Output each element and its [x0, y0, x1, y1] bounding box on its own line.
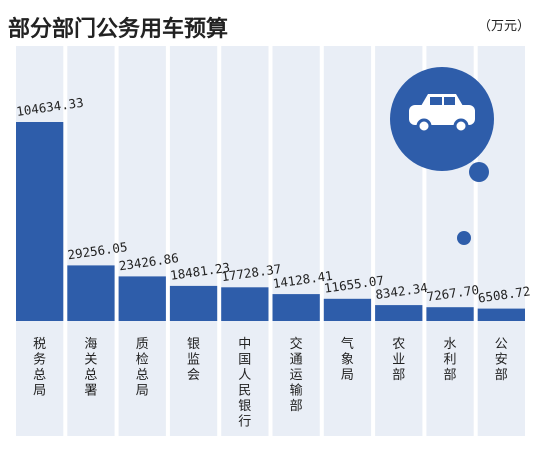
- category-label-char: 银: [187, 337, 200, 352]
- bars: [16, 122, 525, 321]
- category-label-char: 局: [136, 384, 149, 399]
- category-label-char: 总: [33, 368, 46, 383]
- bar: [272, 294, 320, 321]
- car-decoration: [390, 67, 494, 245]
- category-label-char: 总: [136, 368, 149, 383]
- category-label-char: 利: [443, 353, 456, 368]
- category-label-char: 关: [84, 353, 97, 368]
- category-label-char: 署: [84, 384, 97, 399]
- bar: [323, 298, 372, 321]
- category-label-char: 海: [84, 337, 97, 352]
- car-window: [430, 97, 442, 105]
- column-background: [221, 46, 269, 436]
- category-label-char: 行: [238, 415, 251, 430]
- column-background: [272, 46, 320, 436]
- category-label-char: 通: [290, 353, 303, 368]
- category-label-char: 公: [495, 337, 508, 352]
- value-label: 8342.34: [374, 280, 428, 302]
- car-window: [444, 97, 455, 105]
- bar: [221, 287, 269, 321]
- bar: [169, 285, 218, 321]
- unit-label: （万元）: [478, 19, 530, 34]
- column-backgrounds: [16, 46, 525, 436]
- category-label-char: 银: [238, 399, 251, 414]
- category-label-char: 农: [392, 337, 405, 352]
- category-label-char: 水: [443, 337, 456, 352]
- thought-bubble: [457, 231, 471, 245]
- category-label-char: 局: [341, 368, 354, 383]
- category-label-char: 中: [238, 337, 251, 352]
- category-label-char: 质: [136, 337, 149, 352]
- column-background: [118, 46, 166, 436]
- category-label-char: 安: [495, 353, 508, 368]
- bar: [118, 276, 166, 321]
- category-label-char: 税: [33, 337, 46, 352]
- category-label-char: 民: [238, 384, 251, 399]
- bar: [426, 307, 474, 321]
- value-label: 6508.72: [477, 283, 531, 305]
- category-label-char: 交: [290, 336, 303, 352]
- category-label-char: 气: [341, 336, 354, 352]
- category-label-char: 局: [33, 384, 46, 399]
- category-label-char: 总: [84, 368, 97, 383]
- column-background: [323, 46, 372, 436]
- bar: [67, 265, 115, 321]
- category-label-char: 监: [187, 353, 200, 368]
- category-label-char: 部: [392, 368, 405, 383]
- bar: [16, 122, 64, 321]
- category-label-char: 运: [290, 368, 303, 383]
- category-label-char: 检: [136, 353, 149, 368]
- category-label-char: 部: [495, 368, 508, 383]
- category-label-char: 国: [238, 353, 251, 368]
- column-background: [169, 46, 218, 436]
- bar: [477, 308, 525, 321]
- category-label-char: 会: [187, 368, 200, 383]
- thought-bubble: [469, 162, 489, 182]
- category-label-char: 输: [290, 383, 303, 399]
- category-label-char: 象: [341, 353, 354, 368]
- value-label: 7267.70: [426, 282, 480, 304]
- category-label-char: 业: [392, 353, 405, 368]
- category-label-char: 务: [33, 352, 46, 368]
- chart-title: 部分部门公务用车预算: [8, 16, 228, 42]
- bar: [375, 305, 423, 321]
- car-wheel: [453, 118, 469, 134]
- category-label-char: 部: [290, 399, 303, 414]
- column-background: [67, 46, 115, 436]
- category-label-char: 人: [238, 368, 251, 383]
- car-wheel: [416, 118, 432, 134]
- car-icon: [409, 94, 475, 134]
- category-label-char: 部: [443, 368, 456, 383]
